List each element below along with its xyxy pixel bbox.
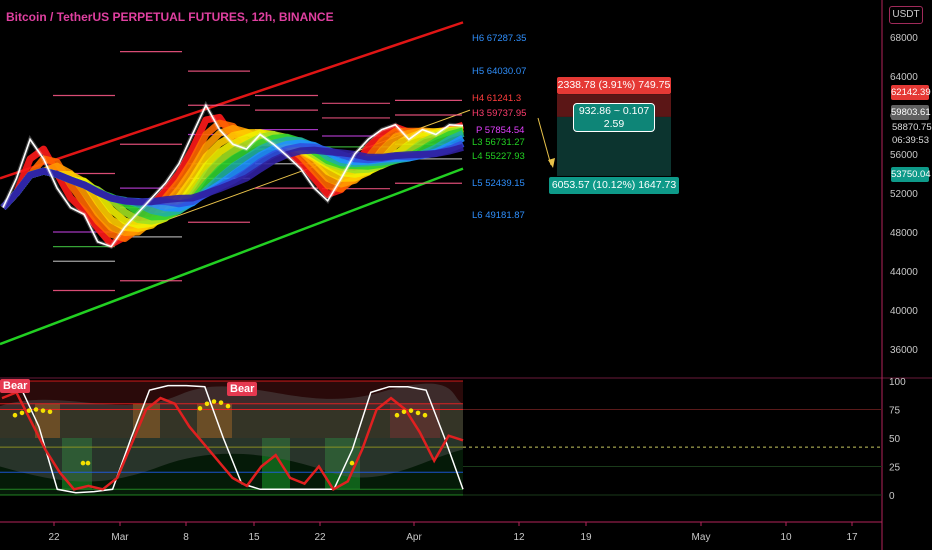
time-tick-label: 15 <box>248 532 260 543</box>
price-label-current: 59803.61 <box>891 105 931 120</box>
currency-button[interactable]: USDT <box>889 6 923 24</box>
price-panel[interactable] <box>0 21 671 346</box>
time-tick-label: 19 <box>580 532 592 543</box>
price-tick-label: 44000 <box>890 267 918 278</box>
osc-tick-label: 0 <box>889 491 895 502</box>
time-tick-label: May <box>692 532 711 543</box>
price-tick-label: 56000 <box>890 150 918 161</box>
level-h4: H4 61241.3 <box>472 93 522 104</box>
target-label: 2338.78 (3.91%) 749.75 <box>557 77 671 94</box>
signal-dot <box>197 406 203 411</box>
support-trendline <box>0 167 464 346</box>
osc-tick-label: 100 <box>889 377 906 388</box>
oscillator-panel[interactable] <box>0 380 882 496</box>
price-tick-label: 64000 <box>890 72 918 83</box>
osc-tick-label: 50 <box>889 434 901 445</box>
risk-reward-label[interactable]: 932.86 ~ 0.107 2.59 <box>573 103 655 132</box>
resistance-trendline <box>0 21 464 180</box>
signal-dot <box>401 409 407 415</box>
signal-dot <box>422 412 428 418</box>
osc-tick-label: 75 <box>889 406 901 417</box>
stop-label: 6053.57 (10.12%) 1647.73 <box>549 177 679 194</box>
signal-dot <box>85 460 91 466</box>
signal-dot <box>211 399 217 404</box>
signal-dot <box>408 408 414 413</box>
oscillator-line <box>1 390 464 491</box>
signal-dot <box>349 460 355 466</box>
signal-dot <box>40 408 46 413</box>
price-tick-label: 68000 <box>890 33 918 44</box>
price-tick-label: 48000 <box>890 228 918 239</box>
risk-reward-line1: 932.86 ~ 0.107 <box>578 105 650 117</box>
bear-signal-2: Bear <box>227 382 258 396</box>
signal-dot <box>26 408 32 413</box>
time-tick-label: 8 <box>183 532 189 543</box>
signal-dot <box>33 407 39 412</box>
signal-dot <box>19 410 25 416</box>
oscillator-envelope <box>0 383 463 482</box>
level-l4: L4 55227.93 <box>472 151 525 162</box>
stochastic-line <box>2 384 464 494</box>
time-tick-label: 22 <box>314 532 326 543</box>
projection-arrow <box>537 117 552 166</box>
price-tick-label: 40000 <box>890 306 918 317</box>
price-label-upper: 62142.39 <box>891 85 931 100</box>
level-p: P 57854.54 <box>476 125 525 136</box>
level-h6: H6 67287.35 <box>472 33 527 44</box>
price-tick-label: 52000 <box>890 189 918 200</box>
bear-signal-1: Bear <box>0 379 31 393</box>
price-label-last: 58870.75 <box>892 122 932 133</box>
ribbon-band <box>0 144 464 210</box>
signal-dot <box>225 403 231 409</box>
time-tick-label: 12 <box>513 532 525 543</box>
signal-dot <box>12 412 18 418</box>
level-h3: H3 59737.95 <box>472 108 527 119</box>
level-l6: L6 49181.87 <box>472 210 525 221</box>
price-tick-label: 36000 <box>890 345 918 356</box>
axis-layer: 6800064000600005600052000480004400040000… <box>48 33 918 543</box>
signal-dot <box>47 409 53 415</box>
price-countdown: 06:39:53 <box>892 135 929 146</box>
signal-dot <box>394 412 400 418</box>
arrow-head <box>548 158 555 168</box>
level-l5: L5 52439.15 <box>472 178 525 189</box>
time-tick-label: 17 <box>846 532 858 543</box>
risk-reward-line2: 2.59 <box>603 118 625 130</box>
time-tick-label: Mar <box>111 532 129 543</box>
signal-dot <box>204 401 210 407</box>
chart-title: Bitcoin / TetherUS PERPETUAL FUTURES, 12… <box>6 10 334 24</box>
price-line <box>2 103 464 248</box>
signal-dot <box>415 410 421 416</box>
signal-dot <box>80 460 86 466</box>
time-tick-label: 10 <box>780 532 792 543</box>
level-h5: H5 64030.07 <box>472 66 527 77</box>
signal-dot <box>218 400 224 405</box>
level-l3: L3 56731.27 <box>472 137 525 148</box>
price-label-lower: 53750.04 <box>891 167 931 182</box>
time-tick-label: Apr <box>406 532 422 543</box>
time-tick-label: 22 <box>48 532 60 543</box>
osc-tick-label: 25 <box>889 463 901 474</box>
